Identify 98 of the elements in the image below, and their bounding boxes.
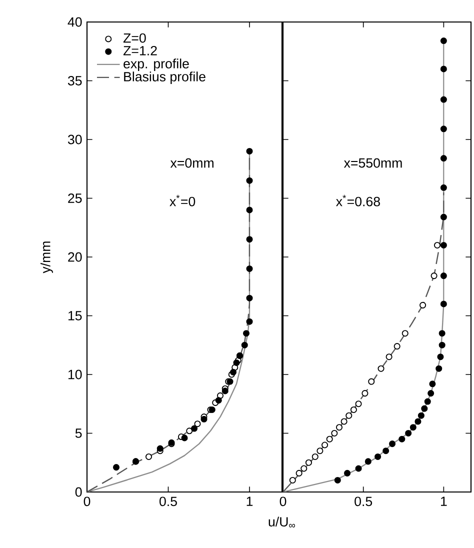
point [414, 418, 422, 425]
y-tick-label: 10 [68, 370, 82, 380]
point [112, 464, 120, 471]
point [289, 476, 296, 484]
point [386, 354, 392, 360]
y-tick-label: 20 [68, 252, 82, 262]
point [362, 390, 368, 397]
point [246, 236, 253, 243]
y-tick-label: 15 [68, 311, 82, 320]
point [246, 294, 253, 302]
point [305, 459, 312, 466]
point [418, 412, 424, 419]
point [246, 177, 253, 184]
annotation: x=550mm [344, 158, 402, 168]
point [186, 428, 193, 434]
point [230, 368, 237, 376]
legend-label: exp. profile [124, 58, 189, 72]
point [326, 436, 333, 442]
point [440, 126, 447, 132]
point [344, 470, 351, 476]
point [300, 465, 308, 472]
point [316, 448, 324, 454]
point [440, 66, 447, 72]
point [355, 465, 362, 472]
x-tick-label: 1 [246, 496, 253, 506]
y-tick-label: 25 [68, 194, 82, 203]
point [181, 434, 188, 442]
point [194, 420, 201, 428]
point [215, 397, 222, 404]
point [421, 405, 428, 412]
legend-label: Z=0 [123, 33, 146, 43]
x-tick-label: 0 [84, 496, 90, 506]
point [382, 448, 390, 454]
point [440, 184, 447, 191]
point [440, 300, 447, 308]
point [322, 442, 328, 448]
point [424, 398, 431, 405]
legend-label: Z=1.2 [123, 46, 157, 56]
point [241, 342, 248, 348]
point [312, 453, 318, 460]
point [440, 155, 447, 162]
y-tick-label: 35 [68, 76, 82, 86]
point [334, 476, 341, 484]
point [364, 458, 372, 465]
point [368, 378, 375, 385]
point [440, 242, 447, 249]
point [374, 453, 382, 460]
legend-label: Blasius profile [124, 72, 206, 84]
point [405, 430, 412, 437]
point [145, 453, 152, 460]
point [378, 365, 384, 372]
annotation: x=0mm [170, 158, 214, 168]
y-tick-label: 0 [75, 487, 82, 497]
point [440, 272, 447, 280]
point [437, 354, 444, 360]
point [429, 380, 436, 388]
point [394, 343, 400, 350]
point [331, 430, 338, 437]
point [440, 38, 447, 44]
x-axis-title: u/U$_{∞}$ [268, 516, 295, 528]
point [438, 342, 446, 348]
point [440, 214, 447, 220]
x-tick-label: 0 [280, 496, 286, 506]
point [398, 436, 406, 442]
point [389, 440, 396, 448]
point [246, 318, 253, 325]
point [355, 400, 362, 408]
point [402, 330, 408, 337]
point [428, 390, 434, 397]
point [420, 302, 426, 308]
point [222, 388, 228, 394]
annotation: x$^{*}$=0.68 [336, 194, 380, 206]
point [346, 412, 352, 419]
point [440, 96, 447, 103]
y-tick-label: 40 [68, 17, 82, 27]
point [246, 148, 253, 155]
point [246, 265, 253, 272]
y-tick-label: 5 [75, 428, 82, 438]
y-axis-title: y/mm [40, 242, 53, 274]
point [242, 330, 250, 337]
x-tick-label: 0.5 [160, 496, 177, 506]
point [434, 242, 441, 249]
point [296, 470, 302, 476]
point [350, 406, 357, 414]
point [430, 272, 438, 280]
point [246, 206, 253, 214]
point [156, 445, 164, 452]
point [410, 424, 416, 431]
point [436, 365, 442, 372]
point [336, 424, 343, 431]
y-tick-label: 30 [68, 134, 82, 144]
x-tick-label: 1 [441, 496, 447, 506]
point [438, 330, 446, 337]
point [340, 418, 348, 425]
annotation: x$^{*}$=0 [170, 194, 196, 206]
point [190, 425, 198, 432]
point [233, 359, 240, 366]
x-tick-label: 0.5 [354, 496, 372, 506]
